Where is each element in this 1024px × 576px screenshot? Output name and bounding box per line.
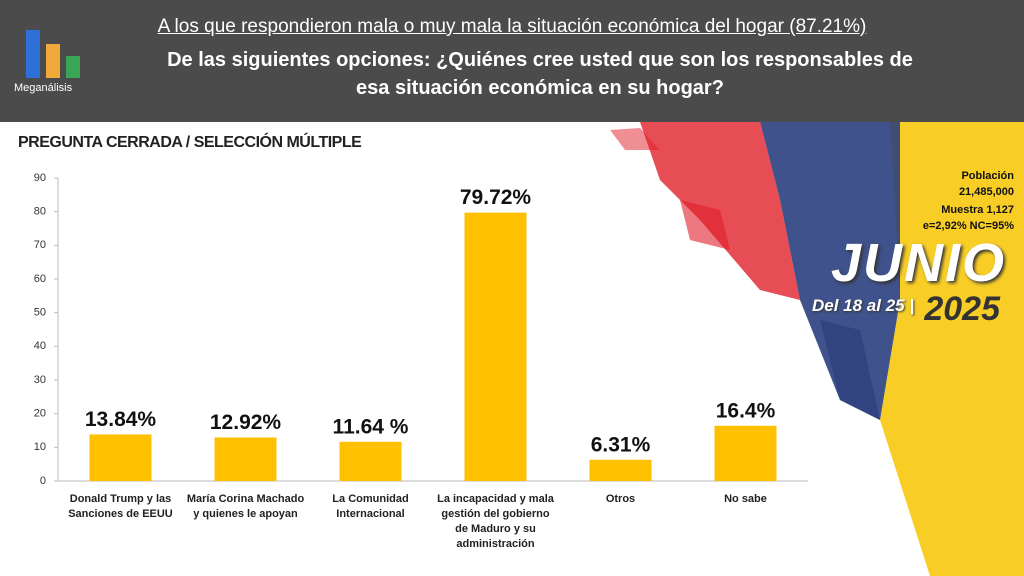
logo-text: Meganálisis (14, 82, 73, 94)
value-label: 12.92% (210, 411, 282, 434)
y-tick-label: 20 (34, 408, 46, 420)
flag-decoration (610, 122, 1024, 576)
question: De las siguientes opciones: ¿Quiénes cre… (167, 49, 913, 99)
y-tick-label: 90 (34, 172, 46, 184)
value-label: 16.4% (716, 399, 776, 422)
value-label: 79.72% (460, 186, 532, 209)
value-label: 13.84% (85, 408, 157, 431)
y-tick-label: 40 (34, 340, 46, 352)
y-tick-label: 10 (34, 441, 46, 453)
header-band (0, 0, 1024, 122)
bar (589, 459, 652, 481)
sample-info: 21,485,000 (958, 186, 1014, 198)
sample-info: Muestra 1,127 (941, 204, 1014, 216)
date-month: JUNIO (830, 233, 1006, 293)
x-tick-label: Donald Trump y las Sanciones de EEUU (68, 493, 173, 520)
logo-icon (26, 30, 80, 78)
subtitle: PREGUNTA CERRADA / SELECCIÓN MÚLTIPLE (18, 134, 362, 151)
y-tick-label: 80 (34, 206, 46, 218)
y-tick-label: 70 (34, 239, 46, 251)
date-year: 2025 (924, 290, 1000, 328)
y-tick-label: 60 (34, 273, 46, 285)
y-tick-label: 50 (34, 307, 46, 319)
header-line: A los que respondieron mala o muy mala l… (157, 16, 867, 37)
date-range: Del 18 al 25 | (812, 296, 915, 315)
bar (89, 434, 152, 481)
bar (464, 212, 527, 482)
bar (714, 425, 777, 481)
x-tick-label: La Comunidad Internacional (332, 493, 409, 520)
bar (214, 437, 277, 481)
y-tick-label: 0 (40, 475, 46, 487)
value-label: 11.64 % (333, 415, 409, 438)
x-tick-label: No sabe (724, 493, 767, 505)
y-tick-label: 30 (34, 374, 46, 386)
sample-info: e=2,92% NC=95% (922, 220, 1014, 232)
value-label: 6.31% (591, 433, 651, 456)
sample-info: Población (961, 170, 1014, 182)
x-tick-label: María Corina Machado y quienes le apoyan (186, 493, 305, 520)
bar (339, 441, 402, 481)
x-tick-label: La incapacidad y mala gestión del gobier… (437, 493, 554, 550)
x-tick-label: Otros (605, 493, 636, 505)
